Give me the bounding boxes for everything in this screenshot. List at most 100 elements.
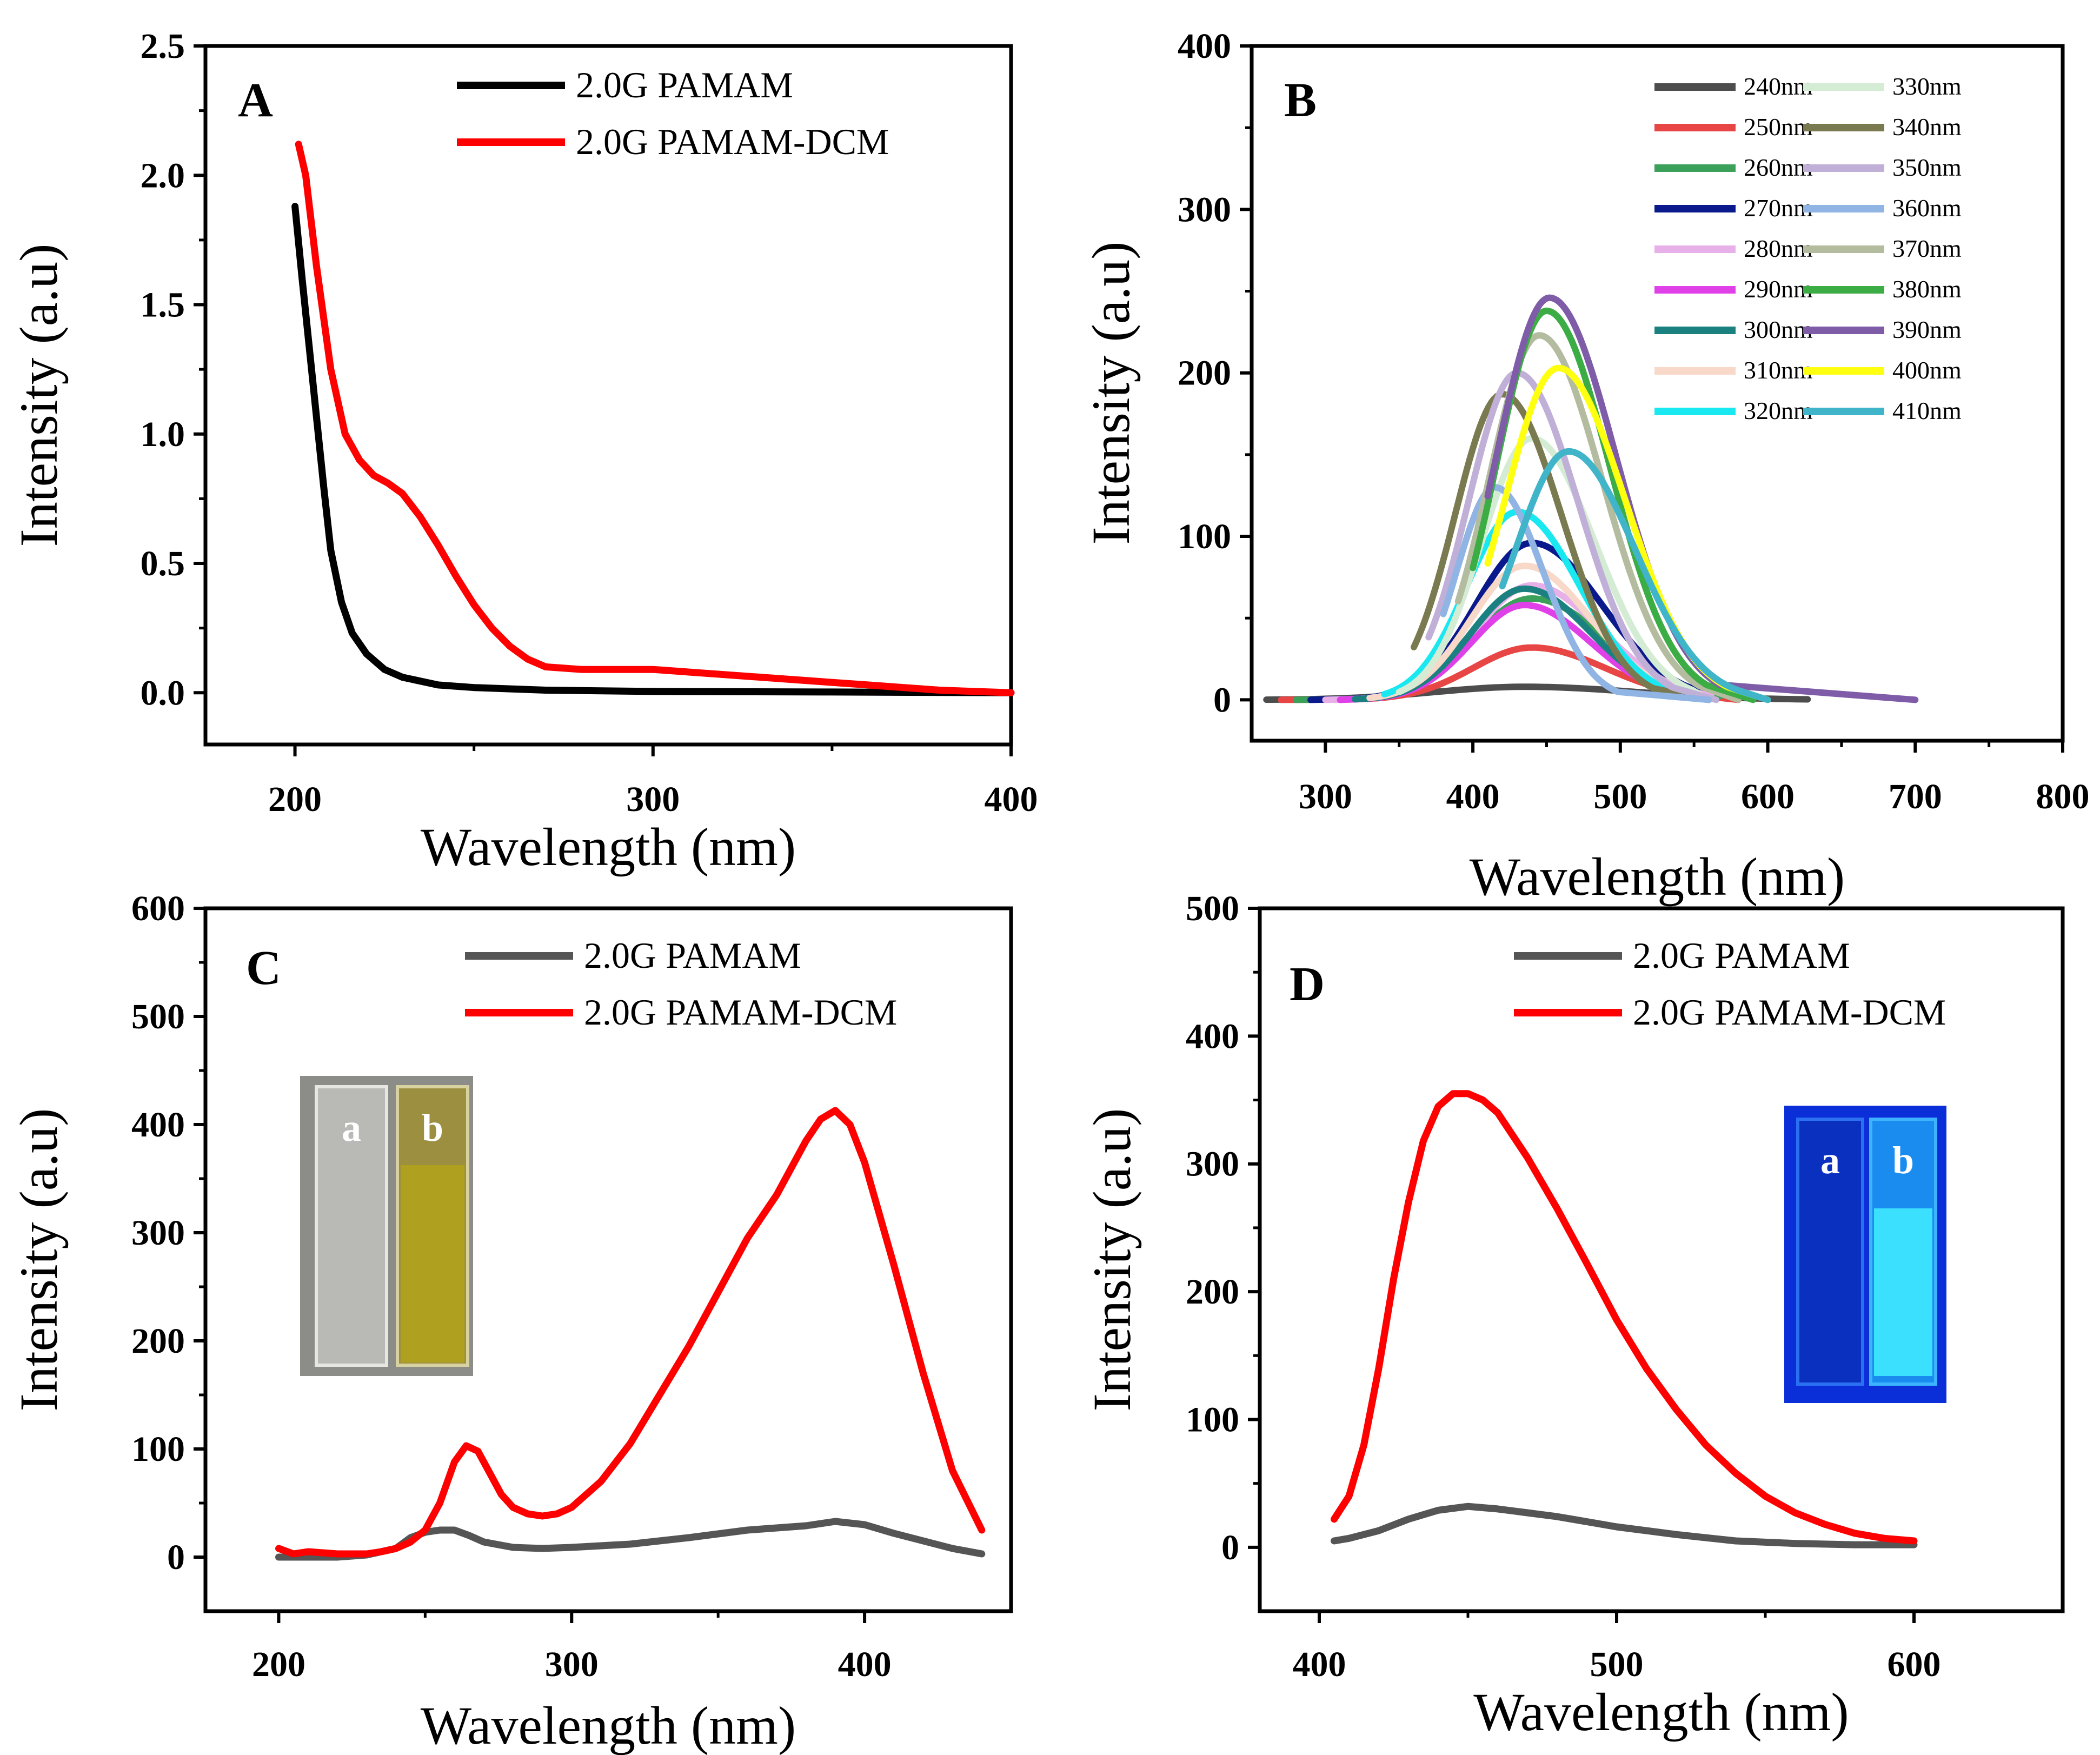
y-tick-label: 200 [131,1321,185,1361]
y-tick-label: 0 [1221,1528,1239,1567]
x-tick-label: 300 [545,1645,599,1684]
y-tick-label: 2.0 [141,156,185,195]
y-tick-label: 300 [131,1213,185,1253]
legend-label: 280nm [1744,235,1813,262]
x-tick-label: 300 [626,780,680,819]
series-line-410nm [1499,448,1771,703]
plot-frame [1250,44,2065,743]
y-tick-label: 0 [167,1538,185,1577]
series-line-2-0g-pamam-dcm [275,1107,986,1558]
series-line-360nm [1440,484,1712,703]
y-tick-label: 0.0 [141,673,185,713]
legend-label: 250nm [1744,113,1813,141]
y-axis-label: Intensity (a.u) [9,244,69,547]
y-tick-label: 100 [1178,517,1231,556]
inset-label-a: a [342,1106,361,1149]
x-axis-label: Wavelength (nm) [1470,847,1845,907]
x-tick-label: 700 [1889,777,1942,816]
x-axis-label: Wavelength (nm) [1473,1682,1849,1742]
x-tick-label: 500 [1590,1645,1644,1684]
plot-frame [1258,906,2065,1613]
x-tick-label: 600 [1888,1645,1941,1684]
panel-b: 300 400 500 600 700 800 0 100 200 300 400 Wavelengt… [1081,26,2090,907]
y-tick-label: 400 [1186,1016,1239,1056]
y-tick-label: 400 [1178,26,1231,66]
legend-label: 2.0G PAMAM-DCM [584,992,897,1033]
legend-label: 2.0G PAMAM [1633,935,1850,976]
y-tick-label: 0 [1213,680,1231,720]
legend-label: 2.0G PAMAM [584,935,801,976]
y-tick-label: 300 [1186,1145,1239,1184]
legend-label: 350nm [1892,154,1962,181]
legend-label: 330nm [1892,72,1962,100]
series-line-390nm [1484,294,1919,703]
x-tick-label: 500 [1593,777,1647,816]
x-tick-label: 400 [985,780,1038,819]
legend-label: 380nm [1892,275,1962,303]
y-tick-label: 2.5 [141,26,185,66]
x-tick-label: 200 [252,1645,305,1684]
legend-label: 240nm [1744,72,1813,100]
panel-letter: B [1284,74,1317,127]
legend-label: 290nm [1744,275,1813,303]
panel-letter: D [1290,958,1325,1011]
cuvette-b-liquid [401,1165,464,1362]
legend-label: 2.0G PAMAM-DCM [1633,992,1946,1033]
inset-label-a: a [1820,1139,1840,1182]
panel-letter: C [246,941,281,995]
panel-letter: A [238,74,273,127]
legend-label: 410nm [1892,397,1962,424]
series-line-330nm [1395,435,1712,703]
series-line-2-0g-pamam [1331,1503,1918,1548]
legend-label: 360nm [1892,194,1962,222]
plot-frame [203,44,1013,747]
y-axis-label: Intensity (a.u) [9,1108,69,1412]
x-tick-label: 200 [268,780,322,819]
series-line-350nm [1425,369,1720,703]
series-line-320nm [1381,508,1681,697]
legend-label: 390nm [1892,316,1962,343]
legend-label: 260nm [1744,154,1813,181]
y-tick-label: 500 [1186,889,1239,928]
series-line-340nm [1411,391,1712,703]
x-tick-label: 800 [2036,777,2090,816]
y-tick-label: 600 [131,889,185,928]
legend-label: 370nm [1892,235,1962,262]
x-tick-label: 400 [838,1645,892,1684]
y-tick-label: 100 [1186,1400,1239,1439]
legend-label: 340nm [1892,113,1962,141]
x-tick-label: 400 [1293,1645,1346,1684]
panel-a: 200 300 400 0.0 0.5 1.0 1.5 2.0 2.5 Wavelength (n… [9,26,1038,877]
y-axis-label: Intensity (a.u) [1082,1108,1142,1412]
legend-label: 2.0G PAMAM-DCM [576,121,889,162]
series-line-2-0g-pamam-dcm [1331,1090,1918,1545]
legend-label: 320nm [1744,397,1813,424]
inset-label-b: b [422,1106,443,1149]
legend-label: 300nm [1744,316,1813,343]
legend-label: 270nm [1744,194,1813,222]
cuvette-b-glow [1874,1208,1932,1376]
cuvette-a [315,1085,388,1367]
panel-c: 200 300 400 0 100 200 300 400 500 600 Wavelength (… [9,889,1013,1755]
y-tick-label: 400 [131,1105,185,1145]
inset-label-b: b [1892,1139,1914,1182]
x-tick-label: 600 [1741,777,1795,816]
legend-label: 2.0G PAMAM [576,64,793,105]
cuvette-a [1796,1118,1864,1386]
x-tick-label: 300 [1299,777,1352,816]
plot-frame [203,906,1013,1613]
y-tick-label: 500 [131,997,185,1036]
y-axis-label: Intensity (a.u) [1081,242,1141,545]
series-line-2-0g-pamam-dcm [295,141,1015,696]
y-tick-label: 0.5 [141,544,185,583]
y-tick-label: 1.0 [141,415,185,454]
x-axis-label: Wavelength (nm) [421,817,796,877]
x-axis-label: Wavelength (nm) [421,1696,796,1755]
y-tick-label: 200 [1186,1272,1239,1312]
series-line-2-0g-pamam [291,203,1015,696]
x-tick-label: 400 [1446,777,1500,816]
